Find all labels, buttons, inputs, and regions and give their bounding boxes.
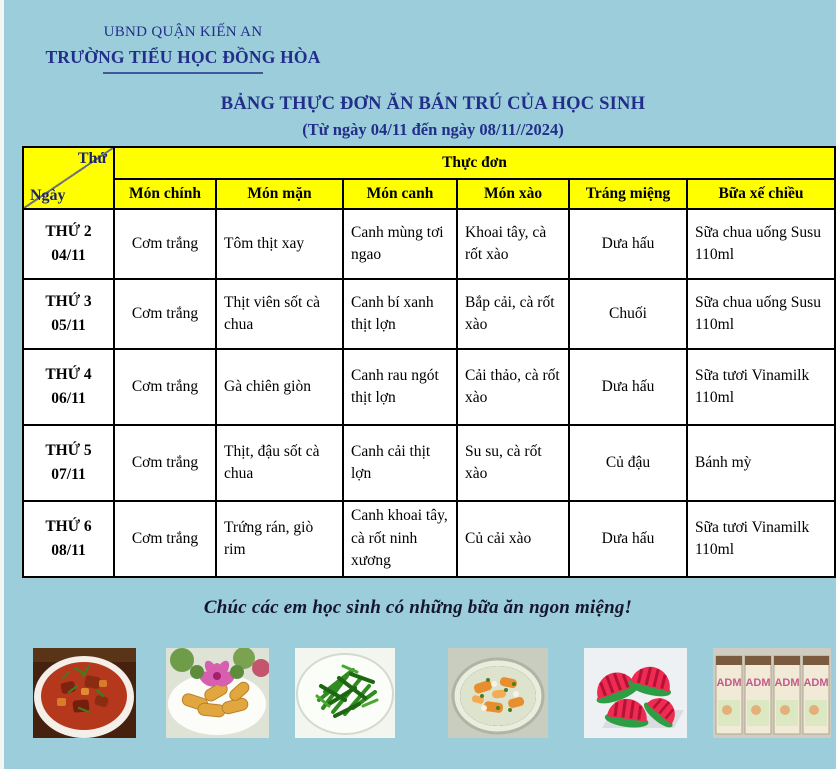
milk-cartons-photo: ADM ADM ADM ADM: [713, 648, 831, 738]
day-cell: THỨ 5 07/11: [22, 424, 115, 502]
trang-mieng-cell: Củ đậu: [568, 424, 688, 502]
braised-meat-tomato-photo: [33, 648, 136, 738]
date-label: 04/11: [51, 247, 86, 264]
mon-canh-cell: Canh khoai tây, cà rốt ninh xương: [342, 500, 458, 578]
vegetable-soup-photo: [448, 648, 548, 738]
mon-xao-cell: Bắp cải, cà rốt xào: [456, 278, 570, 350]
title-block: BẢNG THỰC ĐƠN ĂN BÁN TRÚ CỦA HỌC SINH (T…: [30, 94, 836, 140]
mon-xao-cell: Củ cải xào: [456, 500, 570, 578]
page-left-edge: [0, 0, 4, 769]
svg-text:ADM: ADM: [745, 677, 770, 689]
day-label: THỨ 2: [45, 222, 92, 240]
column-header-mon-man: Món mặn: [215, 178, 344, 210]
date-label: 06/11: [51, 390, 86, 407]
bua-xe-chieu-cell: Sữa chua uống Susu 110ml: [685, 278, 836, 350]
svg-text:ADM: ADM: [716, 677, 741, 689]
day-cell: THỨ 3 05/11: [22, 278, 115, 350]
trang-mieng-cell: Chuối: [568, 278, 688, 350]
corner-header-cell: Thứ Ngày: [22, 146, 115, 210]
column-header-mon-canh: Món canh: [342, 178, 458, 210]
food-photos-row: ADM ADM ADM ADM: [0, 648, 836, 740]
fried-chicken-photo: [166, 648, 269, 738]
day-label: THỨ 5: [45, 441, 92, 459]
day-cell: THỨ 2 04/11: [22, 208, 115, 280]
school-name-underline: [103, 72, 263, 74]
column-header-trang-mieng: Tráng miệng: [568, 178, 688, 210]
trang-mieng-cell: Dưa hấu: [568, 208, 688, 280]
mon-man-cell: Thịt, đậu sốt cà chua: [215, 424, 344, 502]
mon-chinh-cell: Cơm trắng: [113, 424, 217, 502]
menu-table: Thứ Ngày Thực đơn Món chính Món mặn Món …: [22, 146, 836, 578]
mon-man-cell: Thịt viên sốt cà chua: [215, 278, 344, 350]
trang-mieng-cell: Dưa hấu: [568, 348, 688, 426]
table-row: THỨ 6 08/11 Cơm trắng Trứng rán, giò rim …: [22, 500, 836, 578]
stir-fried-greens-photo: [295, 648, 395, 738]
mon-xao-cell: Cải thảo, cà rốt xào: [456, 348, 570, 426]
day-cell: THỨ 4 06/11: [22, 348, 115, 426]
mon-canh-cell: Canh bí xanh thịt lợn: [342, 278, 458, 350]
mon-canh-cell: Canh cải thịt lợn: [342, 424, 458, 502]
mon-man-cell: Gà chiên giòn: [215, 348, 344, 426]
bua-xe-chieu-cell: Sữa tươi Vinamilk 110ml: [685, 500, 836, 578]
day-label: THỨ 4: [45, 365, 92, 383]
document-title: BẢNG THỰC ĐƠN ĂN BÁN TRÚ CỦA HỌC SINH: [220, 94, 646, 114]
org-name: UBND QUẬN KIẾN AN: [103, 24, 263, 40]
column-header-mon-xao: Món xào: [456, 178, 570, 210]
mon-chinh-cell: Cơm trắng: [113, 348, 217, 426]
table-row: THỨ 4 06/11 Cơm trắng Gà chiên giòn Canh …: [22, 348, 836, 426]
table-row: THỨ 3 05/11 Cơm trắng Thịt viên sốt cà ch…: [22, 278, 836, 350]
corner-label-ngay: Ngày: [30, 187, 66, 204]
column-header-mon-chinh: Món chính: [113, 178, 217, 210]
mon-xao-cell: Khoai tây, cà rốt xào: [456, 208, 570, 280]
mon-chinh-cell: Cơm trắng: [113, 500, 217, 578]
table-row: THỨ 5 07/11 Cơm trắng Thịt, đậu sốt cà ch…: [22, 424, 836, 502]
mon-chinh-cell: Cơm trắng: [113, 208, 217, 280]
bua-xe-chieu-cell: Sữa tươi Vinamilk 110ml: [685, 348, 836, 426]
corner-label-thu: Thứ: [77, 150, 107, 167]
svg-text:ADM: ADM: [803, 677, 828, 689]
column-header-bua-xe-chieu: Bữa xế chiều: [685, 178, 836, 210]
day-label: THỨ 3: [45, 292, 92, 310]
watermelon-photo: [584, 648, 687, 738]
menu-header-cell: Thực đơn: [112, 146, 836, 180]
date-label: 05/11: [51, 317, 86, 334]
mon-canh-cell: Canh rau ngót thịt lợn: [342, 348, 458, 426]
bua-xe-chieu-cell: Sữa chua uống Susu 110ml: [685, 208, 836, 280]
date-label: 08/11: [51, 542, 86, 559]
school-name: TRƯỜNG TIỂU HỌC ĐỒNG HÒA: [45, 47, 321, 67]
mon-canh-cell: Canh mùng tơi ngao: [342, 208, 458, 280]
day-label: THỨ 6: [45, 517, 92, 535]
table-row: THỨ 2 04/11 Cơm trắng Tôm thịt xay Canh m…: [22, 208, 836, 280]
bua-xe-chieu-cell: Bánh mỳ: [685, 424, 836, 502]
mon-man-cell: Tôm thịt xay: [215, 208, 344, 280]
trang-mieng-cell: Dưa hấu: [568, 500, 688, 578]
date-label: 07/11: [51, 466, 86, 483]
mon-xao-cell: Su su, cà rốt xào: [456, 424, 570, 502]
day-cell: THỨ 6 08/11: [22, 500, 115, 578]
letterhead: UBND QUẬN KIẾN AN TRƯỜNG TIỂU HỌC ĐỒNG H…: [18, 24, 348, 74]
wish-message: Chúc các em học sinh có những bữa ăn ngo…: [203, 597, 633, 618]
mon-man-cell: Trứng rán, giò rim: [215, 500, 344, 578]
mon-chinh-cell: Cơm trắng: [113, 278, 217, 350]
document-date-range: (Từ ngày 04/11 đến ngày 08/11//2024): [302, 120, 564, 139]
svg-text:ADM: ADM: [774, 677, 799, 689]
